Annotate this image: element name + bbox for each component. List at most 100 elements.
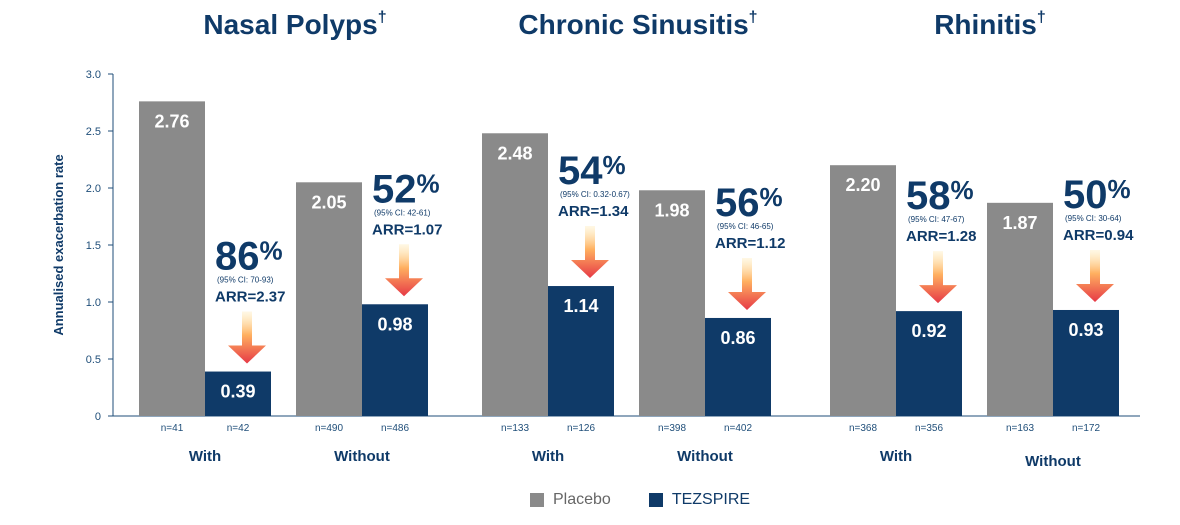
reduction-percent: 58% xyxy=(906,174,974,218)
n-label-placebo: n=163 xyxy=(1006,423,1035,434)
y-tick-label: 3.0 xyxy=(86,69,101,81)
down-arrow-icon xyxy=(228,311,266,364)
arr-label: ARR=1.12 xyxy=(715,235,785,252)
n-label-tezspire: n=172 xyxy=(1072,423,1101,434)
group-label: Without xyxy=(334,448,390,465)
bar-placebo xyxy=(830,165,896,416)
confidence-interval: (95% CI: 70-93) xyxy=(217,276,274,285)
confidence-interval: (95% CI: 46-65) xyxy=(717,222,774,231)
group-label: With xyxy=(532,448,564,465)
bar-value-label-placebo: 2.20 xyxy=(845,175,880,195)
y-tick-label: 0 xyxy=(95,411,101,423)
bar-value-label-placebo: 1.87 xyxy=(1002,213,1037,233)
down-arrow-icon xyxy=(1076,249,1114,302)
reduction-percent: 50% xyxy=(1063,173,1131,217)
bar-value-label-placebo: 2.76 xyxy=(154,111,189,131)
n-label-tezspire: n=356 xyxy=(915,423,944,434)
group-label: Without xyxy=(1025,453,1081,470)
down-arrow-icon xyxy=(385,244,423,297)
down-arrow-icon xyxy=(728,257,766,310)
bar-value-label-placebo: 2.05 xyxy=(311,192,346,212)
n-label-placebo: n=368 xyxy=(849,423,878,434)
legend-item-placebo: Placebo xyxy=(530,491,611,509)
reduction-percent-sign: % xyxy=(951,175,974,205)
confidence-interval: (95% CI: 30-64) xyxy=(1065,214,1122,223)
down-arrow-icon xyxy=(919,251,957,304)
bar-placebo xyxy=(139,101,205,417)
panel-title-text: Nasal Polyps xyxy=(203,9,377,40)
reduction-number: 56 xyxy=(715,181,760,225)
reduction-percent: 52% xyxy=(372,167,440,211)
n-label-tezspire: n=42 xyxy=(227,423,250,434)
legend-label-tezspire: TEZSPIRE xyxy=(671,491,751,508)
confidence-interval: (95% CI: 0.32-0.67) xyxy=(560,190,630,199)
bar-placebo xyxy=(482,133,548,416)
bar-placebo xyxy=(296,182,362,416)
arr-label: ARR=0.94 xyxy=(1063,227,1134,244)
bar-tezspire xyxy=(548,286,614,416)
group-label: Without xyxy=(677,448,733,465)
y-tick-label: 1.0 xyxy=(86,297,101,309)
panel-title: Chronic Sinusitis† xyxy=(518,9,757,40)
legend-label-placebo: Placebo xyxy=(553,491,611,508)
reduction-number: 52 xyxy=(372,167,417,211)
bar-value-label-tezspire: 1.14 xyxy=(563,296,598,316)
y-tick-label: 2.0 xyxy=(86,183,101,195)
n-label-placebo: n=133 xyxy=(501,423,530,434)
arr-label: ARR=1.28 xyxy=(906,228,976,245)
bar-tezspire xyxy=(705,317,771,416)
bar-placebo xyxy=(639,190,705,416)
bar-tezspire xyxy=(896,311,962,416)
reduction-number: 58 xyxy=(906,174,951,218)
legend-swatch-tezspire xyxy=(648,493,663,507)
y-tick-label: 2.5 xyxy=(86,126,101,138)
legend-swatch-placebo xyxy=(530,493,544,507)
bar-value-label-tezspire: 0.93 xyxy=(1068,320,1103,340)
group-label: With xyxy=(880,448,912,465)
panel-title-text: Chronic Sinusitis xyxy=(518,9,748,40)
bar-value-label-tezspire: 0.86 xyxy=(720,328,755,348)
bar-placebo xyxy=(987,202,1053,416)
reduction-percent: 54% xyxy=(558,149,626,193)
n-label-placebo: n=490 xyxy=(315,423,344,434)
group-label: With xyxy=(189,448,221,465)
bar-value-label-tezspire: 0.39 xyxy=(220,382,255,402)
confidence-interval: (95% CI: 47-67) xyxy=(908,215,965,224)
panel-title-dagger: † xyxy=(1037,9,1046,26)
bar-tezspire xyxy=(362,304,428,416)
y-axis-title: Annualised exacerbation rate xyxy=(51,154,66,335)
reduction-percent-sign: % xyxy=(1108,174,1131,204)
reduction-number: 50 xyxy=(1063,173,1108,217)
arr-label: ARR=1.34 xyxy=(558,203,629,220)
panel-title: Rhinitis† xyxy=(934,9,1046,40)
panel-title-text: Rhinitis xyxy=(934,9,1037,40)
legend: Placebo TEZSPIRE xyxy=(530,491,788,509)
bar-value-label-placebo: 1.98 xyxy=(654,200,689,220)
reduction-percent-sign: % xyxy=(417,168,440,198)
bar-value-label-tezspire: 0.98 xyxy=(377,314,412,334)
reduction-percent: 86% xyxy=(215,235,283,279)
legend-item-tezspire: TEZSPIRE xyxy=(648,491,751,509)
bar-tezspire xyxy=(1053,309,1119,416)
y-tick-label: 0.5 xyxy=(86,354,101,366)
n-label-placebo: n=398 xyxy=(658,423,687,434)
n-label-tezspire: n=486 xyxy=(381,423,410,434)
arr-label: ARR=2.37 xyxy=(215,289,285,306)
panel-title-dagger: † xyxy=(378,9,387,26)
reduction-percent: 56% xyxy=(715,181,783,225)
arr-label: ARR=1.07 xyxy=(372,221,442,238)
bar-value-label-tezspire: 0.92 xyxy=(911,321,946,341)
confidence-interval: (95% CI: 42-61) xyxy=(374,208,431,217)
y-tick-label: 1.5 xyxy=(86,240,101,252)
n-label-tezspire: n=126 xyxy=(567,423,596,434)
bar-value-label-placebo: 2.48 xyxy=(497,143,532,163)
reduction-percent-sign: % xyxy=(260,236,283,266)
bar-tezspire xyxy=(205,371,271,416)
n-label-tezspire: n=402 xyxy=(724,423,753,434)
reduction-number: 86 xyxy=(215,235,260,279)
down-arrow-icon xyxy=(571,226,609,279)
reduction-number: 54 xyxy=(558,149,603,193)
reduction-percent-sign: % xyxy=(760,182,783,212)
n-label-placebo: n=41 xyxy=(161,423,184,434)
